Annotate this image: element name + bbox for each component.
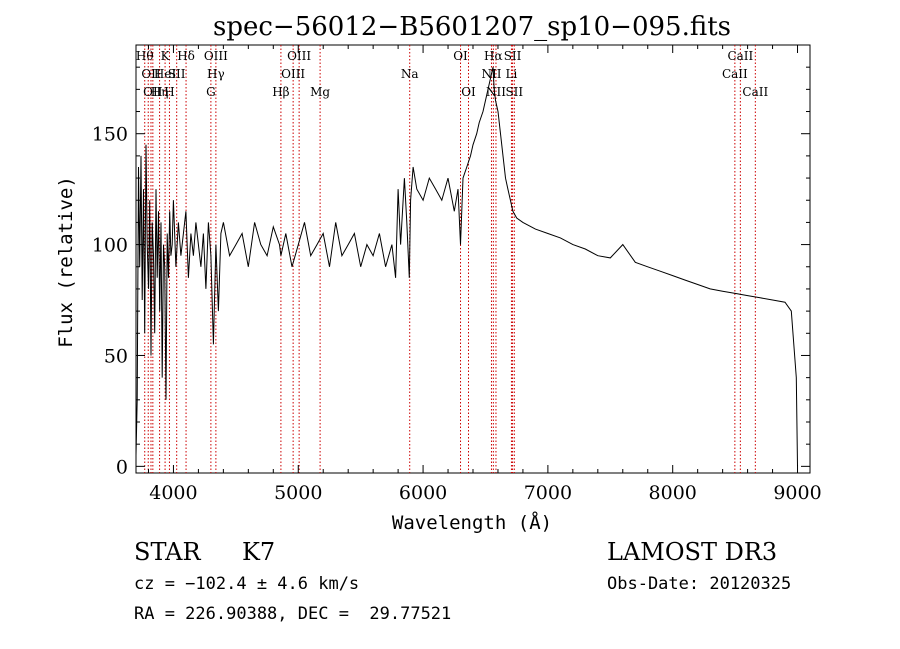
line-marker-label: OI xyxy=(461,85,476,99)
x-tick-label: 6000 xyxy=(399,482,447,504)
line-marker-label: Hδ xyxy=(177,49,195,63)
line-marker-label: G xyxy=(206,85,216,99)
line-marker-label: NII xyxy=(486,85,506,99)
line-marker-labels: HθOIIOIIHηKHeIHSIIHδGOIIIHγHβOIIIOIIIMgN… xyxy=(136,49,769,99)
y-tick-label: 100 xyxy=(92,235,128,257)
coordinates: RA = 226.90388, DEC = 29.77521 xyxy=(134,604,452,624)
survey-name: LAMOST DR3 xyxy=(607,538,778,566)
line-marker-label: K xyxy=(161,49,171,63)
line-markers xyxy=(144,45,756,473)
observation-date: Obs-Date: 20120325 xyxy=(607,574,792,594)
x-tick-label: 7000 xyxy=(524,482,572,504)
line-marker-label: CaII xyxy=(722,67,748,81)
line-marker-label: CaII xyxy=(727,49,753,63)
y-tick-label: 0 xyxy=(116,456,128,478)
line-marker-label: H xyxy=(164,85,174,99)
line-marker-label: Li xyxy=(506,67,518,81)
x-axis: 4000 5000 6000 7000 8000 9000 xyxy=(147,45,822,504)
line-marker-label: Na xyxy=(401,67,419,81)
line-marker-label: Hη xyxy=(151,85,169,99)
x-tick-label: 4000 xyxy=(149,482,197,504)
line-marker-label: OIII xyxy=(204,49,228,63)
object-subclass: K7 xyxy=(242,538,276,566)
x-tick-label: 8000 xyxy=(649,482,697,504)
line-marker-label: Mg xyxy=(310,85,330,99)
line-marker-label: Hβ xyxy=(272,85,289,99)
line-marker-label: OII xyxy=(143,85,163,99)
plot-frame xyxy=(135,44,811,474)
line-marker-label: Hγ xyxy=(207,67,225,81)
line-marker-label: CaII xyxy=(742,85,768,99)
y-axis-label: Flux (relative) xyxy=(55,176,77,348)
line-marker-label: OIII xyxy=(281,67,305,81)
line-marker-label: OII xyxy=(141,67,161,81)
y-tick-label: 50 xyxy=(104,345,128,367)
line-marker-label: SII xyxy=(504,49,522,63)
x-tick-label: 9000 xyxy=(773,482,821,504)
line-marker-label: SII xyxy=(168,67,186,81)
object-class: STAR xyxy=(134,538,201,566)
spectrum-line xyxy=(135,67,798,467)
redshift-velocity: cz = −102.4 ± 4.6 km/s xyxy=(134,574,360,594)
line-marker-label: SII xyxy=(505,85,523,99)
line-marker-label: Hα xyxy=(484,49,503,63)
x-axis-label: Wavelength (Å) xyxy=(392,511,552,534)
line-marker-label: OIII xyxy=(287,49,311,63)
chart-title: spec−56012−B5601207_sp10−095.fits xyxy=(213,12,731,42)
line-marker-label: Hθ xyxy=(136,49,154,63)
y-axis: 0 50 100 150 xyxy=(92,66,810,478)
line-marker-label: OI xyxy=(453,49,468,63)
y-tick-label: 150 xyxy=(92,124,128,146)
line-marker-label: HeI xyxy=(154,67,177,81)
x-tick-label: 5000 xyxy=(274,482,322,504)
